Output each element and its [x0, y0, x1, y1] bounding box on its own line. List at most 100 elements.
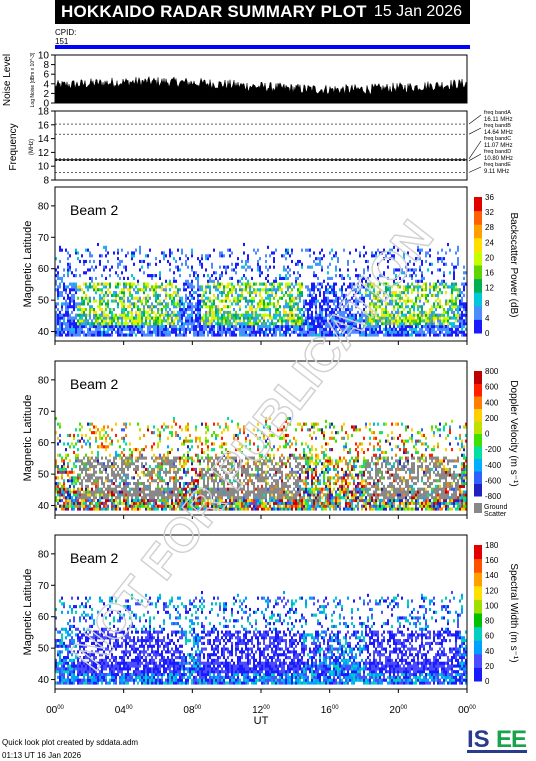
- power-cell: [257, 288, 259, 292]
- power-cell: [291, 259, 293, 264]
- power-cell: [103, 285, 105, 289]
- power-cell: [219, 285, 221, 289]
- power-cell: [227, 248, 229, 252]
- power-cell: [287, 285, 289, 289]
- power-cell: [389, 316, 391, 320]
- power-cell: [361, 299, 363, 303]
- power-cell: [463, 333, 465, 337]
- power-cell: [455, 265, 457, 269]
- power-cell: [447, 333, 449, 337]
- power-cell: [269, 327, 271, 331]
- power-cell: [335, 305, 337, 309]
- power-cell: [337, 259, 339, 264]
- power-cell: [427, 322, 429, 326]
- velocity-cell: [101, 501, 103, 505]
- power-cell: [277, 324, 279, 329]
- power-cell: [317, 313, 319, 317]
- power-cell: [329, 330, 331, 334]
- power-cell: [85, 296, 87, 300]
- power-cell: [69, 254, 71, 258]
- power-cell: [287, 302, 289, 306]
- velocity-cell: [239, 431, 241, 435]
- power-cell: [215, 288, 217, 292]
- power-cell: [451, 291, 453, 295]
- power-cell: [125, 265, 127, 269]
- velocity-cell: [267, 453, 269, 457]
- velocity-cell: [111, 439, 113, 443]
- power-cell: [341, 330, 343, 334]
- power-cell: [255, 293, 257, 297]
- power-cell: [247, 291, 249, 295]
- power-cell: [99, 254, 101, 258]
- power-cell: [445, 302, 447, 306]
- power-cell: [441, 330, 443, 334]
- velocity-cell: [131, 453, 133, 457]
- velocity-cell: [229, 507, 231, 511]
- velocity-cell: [85, 462, 87, 466]
- velocity-cell: [145, 504, 147, 508]
- power-cell: [181, 248, 183, 252]
- power-cell: [335, 313, 337, 317]
- power-cell: [219, 254, 221, 258]
- power-cell: [297, 259, 299, 264]
- velocity-cell: [233, 507, 235, 511]
- power-cell: [235, 262, 237, 266]
- power-cell: [301, 327, 303, 331]
- power-cell: [57, 327, 59, 331]
- power-cell: [135, 248, 137, 252]
- power-cell: [387, 316, 389, 320]
- power-cell: [213, 313, 215, 317]
- power-cell: [401, 327, 403, 331]
- velocity-cell: [65, 498, 67, 503]
- velocity-cell: [119, 498, 121, 503]
- velocity-cell: [125, 473, 127, 477]
- power-cell: [425, 293, 427, 297]
- velocity-cell: [227, 456, 229, 460]
- velocity-cell: [135, 501, 137, 505]
- power-cell: [97, 282, 99, 286]
- power-cell: [101, 310, 103, 314]
- power-cell: [201, 296, 203, 300]
- velocity-cell: [59, 470, 61, 474]
- power-cell: [145, 333, 147, 337]
- power-cell: [113, 316, 115, 320]
- power-cell: [111, 333, 113, 337]
- power-cell: [213, 299, 215, 303]
- power-cell: [253, 319, 255, 323]
- power-cell: [293, 322, 295, 326]
- power-cell: [421, 262, 423, 266]
- power-cell: [297, 271, 299, 275]
- velocity-cell: [97, 482, 99, 486]
- velocity-cell: [81, 493, 83, 497]
- velocity-cell: [217, 459, 219, 463]
- frequency-band-value: 14.64 MHz: [484, 130, 513, 136]
- velocity-cell: [183, 462, 185, 466]
- power-cell: [393, 333, 395, 337]
- power-cell: [257, 265, 259, 269]
- velocity-cell: [227, 416, 229, 421]
- velocity-cell: [215, 473, 217, 477]
- power-cell: [259, 257, 261, 261]
- power-cell: [309, 291, 311, 295]
- velocity-cell: [255, 476, 257, 480]
- power-cell: [181, 324, 183, 329]
- power-cell: [197, 319, 199, 323]
- velocity-cell: [59, 422, 61, 426]
- velocity-cell: [59, 433, 61, 438]
- power-cell: [323, 319, 325, 323]
- power-cell: [213, 248, 215, 252]
- power-cell: [365, 324, 367, 329]
- power-cell: [131, 302, 133, 306]
- velocity-cell: [193, 496, 195, 500]
- power-cell: [181, 333, 183, 337]
- velocity-cell: [213, 493, 215, 497]
- power-cell: [359, 299, 361, 303]
- velocity-cell: [145, 487, 147, 491]
- power-cell: [233, 313, 235, 317]
- power-cell: [369, 313, 371, 317]
- power-cell: [355, 296, 357, 300]
- velocity-cell: [55, 487, 57, 491]
- velocity-cell: [95, 504, 97, 508]
- velocity-cell: [87, 490, 89, 494]
- power-cell: [377, 293, 379, 297]
